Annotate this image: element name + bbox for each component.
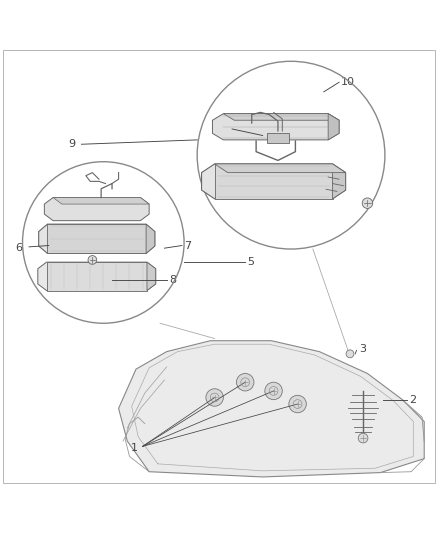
Polygon shape bbox=[119, 341, 424, 477]
Circle shape bbox=[346, 350, 354, 358]
Polygon shape bbox=[146, 224, 155, 253]
Polygon shape bbox=[212, 114, 339, 140]
Text: 6: 6 bbox=[15, 243, 22, 253]
Circle shape bbox=[237, 374, 254, 391]
Text: 7: 7 bbox=[184, 240, 191, 251]
Text: 8: 8 bbox=[169, 276, 176, 286]
Polygon shape bbox=[147, 262, 155, 290]
Polygon shape bbox=[332, 164, 346, 199]
Circle shape bbox=[358, 433, 368, 443]
Text: 2: 2 bbox=[409, 394, 416, 405]
Polygon shape bbox=[215, 164, 332, 199]
Circle shape bbox=[206, 389, 223, 406]
Polygon shape bbox=[201, 164, 346, 199]
Text: 10: 10 bbox=[341, 77, 355, 87]
Text: 9: 9 bbox=[68, 139, 75, 149]
Polygon shape bbox=[46, 262, 147, 290]
Bar bbox=[267, 133, 289, 143]
Polygon shape bbox=[53, 198, 149, 204]
Circle shape bbox=[289, 395, 306, 413]
Text: 3: 3 bbox=[359, 344, 366, 354]
Circle shape bbox=[265, 382, 283, 400]
Polygon shape bbox=[44, 198, 149, 221]
Circle shape bbox=[88, 256, 97, 264]
Text: 11: 11 bbox=[214, 124, 228, 134]
Polygon shape bbox=[215, 164, 346, 173]
Polygon shape bbox=[328, 114, 339, 140]
Polygon shape bbox=[39, 224, 155, 253]
Polygon shape bbox=[47, 224, 146, 253]
Text: 5: 5 bbox=[247, 257, 254, 267]
Circle shape bbox=[362, 198, 373, 208]
Polygon shape bbox=[38, 262, 155, 290]
Text: 1: 1 bbox=[131, 443, 138, 453]
Polygon shape bbox=[223, 114, 339, 120]
